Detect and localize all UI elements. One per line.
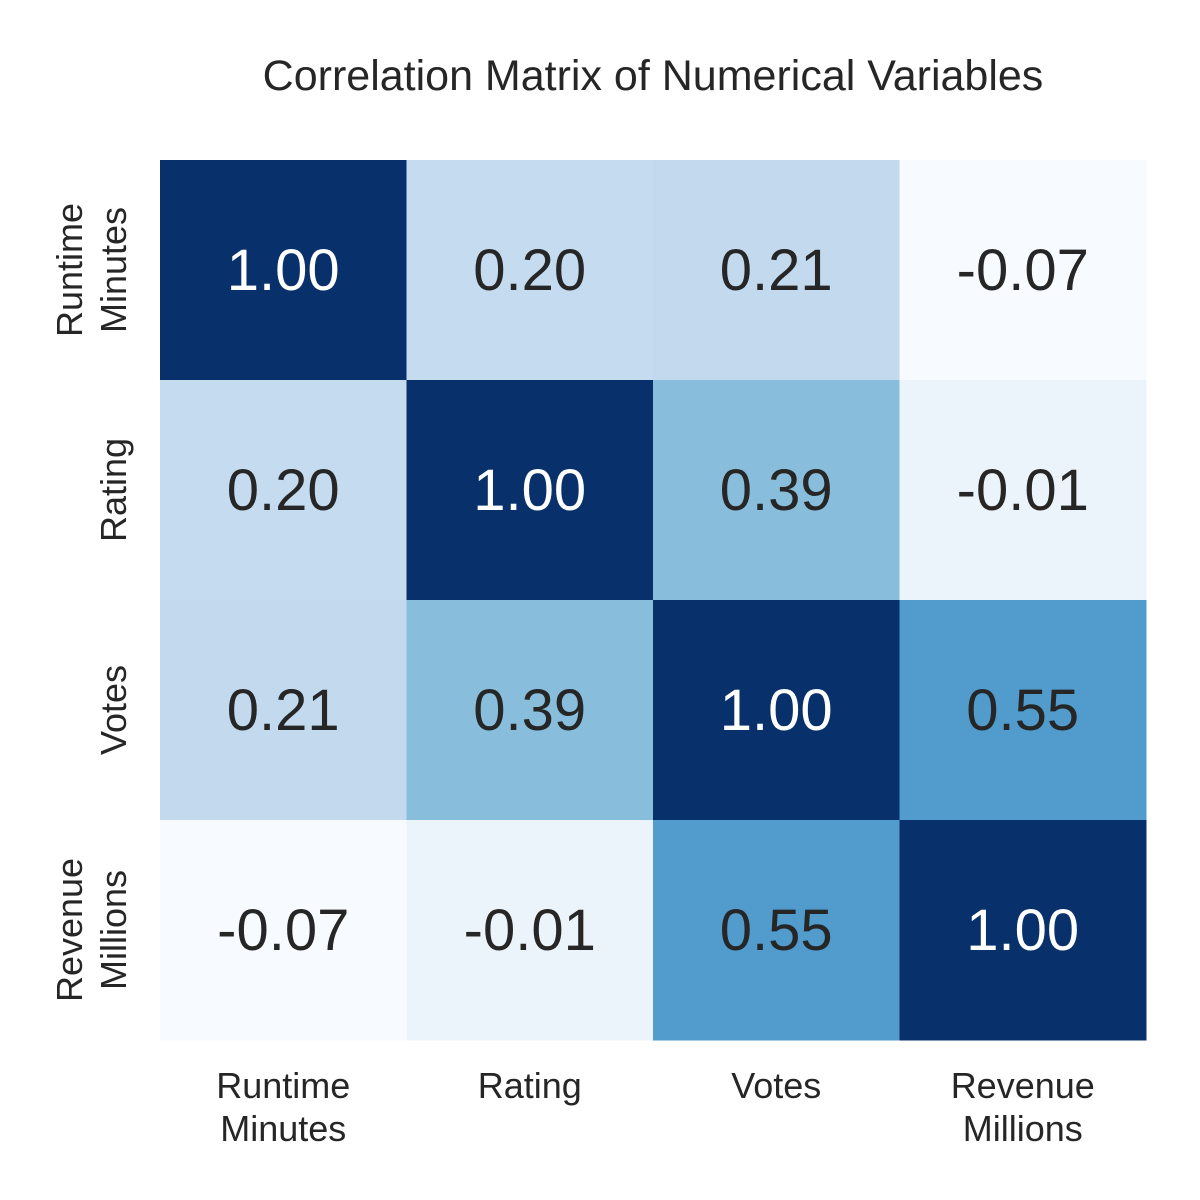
x-tick-label: Runtime Minutes <box>216 1065 350 1149</box>
heatmap-cell <box>899 380 1147 601</box>
cell-value-label: 0.20 <box>227 458 340 523</box>
cell-value-label: -0.07 <box>957 238 1089 303</box>
cell-value-label: 1.00 <box>473 458 586 523</box>
heatmap-cells: 1.00 0.20 0.21 -0.07 0.20 1.00 0.39 -0.01 0.21 0.… <box>160 160 1147 1041</box>
cell-value-label: -0.01 <box>464 898 596 963</box>
y-tick-label: RuntimeMinutes <box>49 203 134 337</box>
heatmap-cell <box>160 820 407 1041</box>
cell-value-label: 0.39 <box>473 678 586 743</box>
cell-value-label: 1.00 <box>966 898 1079 963</box>
heatmap-cell <box>899 820 1147 1041</box>
heatmap-cell <box>653 600 900 821</box>
heatmap-cell <box>406 160 654 381</box>
heatmap-cell <box>899 160 1147 381</box>
cell-value-label: 0.55 <box>720 898 833 963</box>
heatmap-cell <box>653 160 900 381</box>
heatmap-cell <box>406 820 654 1041</box>
cell-value-label: -0.07 <box>217 898 349 963</box>
x-tick-label: Revenue Millions <box>951 1065 1095 1149</box>
chart-title: Correlation Matrix of Numerical Variable… <box>263 52 1044 100</box>
cell-value-label: 0.21 <box>227 678 340 743</box>
cell-value-label: 0.39 <box>720 458 833 523</box>
cell-value-label: 0.55 <box>966 678 1079 743</box>
y-tick-label: RevenueMillions <box>49 858 134 1002</box>
y-tick-label: Rating <box>93 438 134 542</box>
heatmap-cell <box>406 380 654 601</box>
heatmap-cell <box>406 600 654 821</box>
heatmap-cell <box>899 600 1147 821</box>
y-tick-label: Votes <box>93 665 134 755</box>
heatmap-cell <box>160 160 407 381</box>
heatmap-cell <box>160 380 407 601</box>
cell-value-label: 1.00 <box>227 238 340 303</box>
heatmap-cell <box>653 820 900 1041</box>
cell-value-label: 1.00 <box>720 678 833 743</box>
cell-value-label: 0.20 <box>473 238 586 303</box>
cell-value-label: -0.01 <box>957 458 1089 523</box>
heatmap-cell <box>653 380 900 601</box>
x-axis-tick-labels: Runtime Minutes Rating Votes Revenue Millions <box>216 1065 1095 1149</box>
heatmap-cell <box>160 600 407 821</box>
x-tick-label: Rating <box>478 1065 582 1106</box>
y-axis-tick-labels: RuntimeMinutes Rating Votes RevenueMillions <box>49 203 134 1002</box>
x-tick-label: Votes <box>731 1065 821 1106</box>
cell-value-label: 0.21 <box>720 238 833 303</box>
